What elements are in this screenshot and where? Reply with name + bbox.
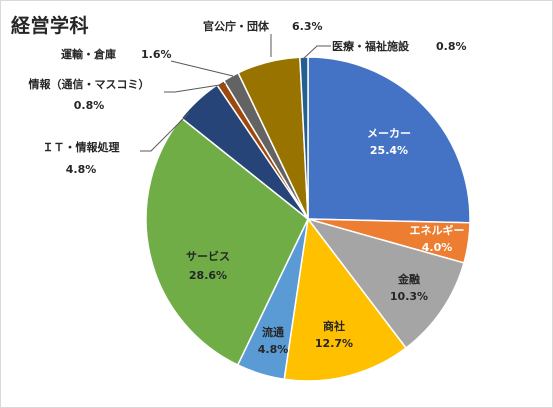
slice-value-11: 0.8%	[436, 40, 467, 53]
slice-value-3: 10.3%	[390, 290, 428, 303]
slice-label-7: ＩＴ・情報処理	[43, 140, 120, 154]
pie-slice-11	[299, 56, 309, 220]
slice-label-2: エネルギー	[410, 223, 465, 237]
slice-value-2: 4.0%	[422, 241, 453, 254]
slice-value-5: 4.8%	[258, 343, 289, 356]
chart-title: 経営学科	[11, 15, 90, 37]
pie-slice-3	[306, 217, 465, 350]
slice-value-9: 1.6%	[141, 48, 172, 61]
slice-value-7: 4.8%	[66, 163, 97, 176]
pie-slice-4	[283, 217, 408, 382]
slice-label-11: 医療・福祉施設	[332, 39, 410, 53]
slice-label-9: 運輸・倉庫	[61, 47, 116, 61]
pie-slice-1	[307, 56, 471, 224]
slice-label-6: サービス	[186, 249, 230, 263]
slice-value-6: 28.6%	[189, 269, 227, 282]
leader-line-7	[140, 112, 190, 152]
slice-label-10: 官公庁・団体	[203, 19, 270, 33]
leader-line-11	[302, 45, 331, 60]
slice-label-8: 情報（通信・マスコミ）	[29, 77, 150, 91]
slice-label-1: メーカー	[367, 127, 411, 140]
slice-value-1: 25.4%	[370, 144, 408, 157]
slice-value-10: 6.3%	[292, 20, 323, 33]
leader-line-8	[164, 83, 227, 93]
slice-value-4: 12.7%	[315, 337, 353, 350]
pie-slice-6	[145, 116, 309, 366]
slice-label-4: 商社	[323, 319, 345, 333]
slice-label-3: 金融	[397, 272, 420, 286]
leader-line-9	[170, 60, 234, 77]
slice-value-8: 0.8%	[74, 99, 105, 112]
slice-label-5: 流通	[262, 325, 284, 339]
